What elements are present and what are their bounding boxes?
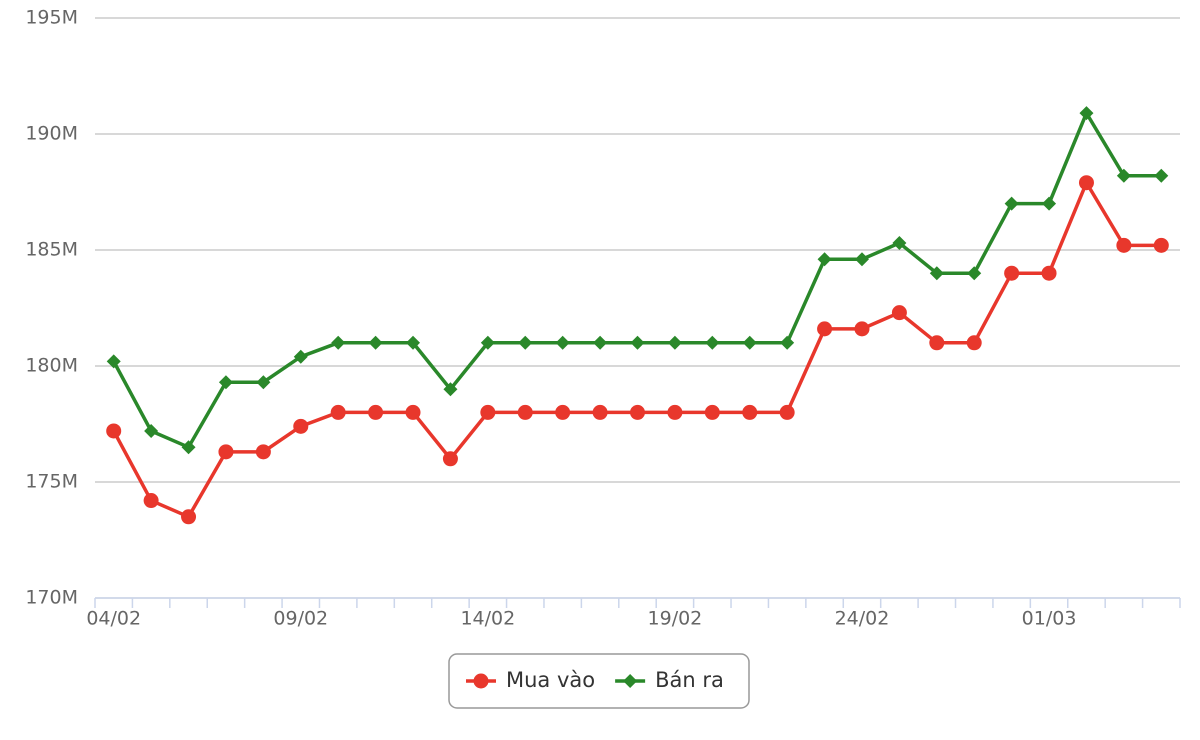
legend-label[interactable]: Mua vào <box>506 668 595 692</box>
point <box>1004 196 1019 211</box>
point <box>1116 237 1132 253</box>
point <box>1041 265 1057 281</box>
point <box>929 335 945 351</box>
point <box>293 349 308 364</box>
point <box>480 335 495 350</box>
point <box>966 335 982 351</box>
point <box>218 444 234 460</box>
point <box>106 423 122 439</box>
point <box>480 404 496 420</box>
legend-marker <box>623 674 638 688</box>
point <box>1154 168 1169 183</box>
y-tick-label: 185M <box>25 239 78 261</box>
point <box>929 266 944 281</box>
point <box>143 493 159 509</box>
point <box>1153 237 1169 253</box>
point <box>443 382 458 397</box>
point <box>742 404 758 420</box>
x-tick-label: 01/03 <box>1022 608 1077 630</box>
point <box>442 451 458 467</box>
y-tick-label: 195M <box>25 7 78 29</box>
point <box>1116 168 1131 183</box>
point <box>667 404 683 420</box>
point <box>592 404 608 420</box>
point <box>106 354 121 369</box>
point <box>256 375 271 390</box>
y-tick-label: 175M <box>25 471 78 493</box>
legend-marker <box>473 673 489 689</box>
point <box>892 236 907 251</box>
point <box>780 335 795 350</box>
x-tick-label: 09/02 <box>273 608 328 630</box>
point <box>1078 175 1094 191</box>
y-tick-label: 180M <box>25 355 78 377</box>
x-tick-label: 24/02 <box>835 608 890 630</box>
point <box>517 404 533 420</box>
point <box>967 266 982 281</box>
point <box>406 335 421 350</box>
point <box>181 509 197 525</box>
point <box>854 252 869 267</box>
y-tick-label: 190M <box>25 123 78 145</box>
point <box>817 252 832 267</box>
point <box>368 335 383 350</box>
point <box>742 335 757 350</box>
point <box>405 404 421 420</box>
point <box>330 404 346 420</box>
legend-box <box>448 653 750 709</box>
point <box>293 418 309 434</box>
point <box>518 335 533 350</box>
point <box>1042 196 1057 211</box>
x-tick-label: 04/02 <box>86 608 141 630</box>
point <box>368 404 384 420</box>
point <box>854 321 870 337</box>
point <box>667 335 682 350</box>
point <box>630 335 645 350</box>
point <box>1004 265 1020 281</box>
point <box>181 440 196 455</box>
point <box>704 404 720 420</box>
point <box>779 404 795 420</box>
point <box>817 321 833 337</box>
point <box>218 375 233 390</box>
series-line <box>112 109 1162 450</box>
point <box>255 444 271 460</box>
point <box>630 404 645 420</box>
x-tick-label: 19/02 <box>648 608 703 630</box>
x-tick-label: 14/02 <box>460 608 515 630</box>
point <box>555 335 570 350</box>
point <box>1079 106 1094 121</box>
point <box>593 335 608 350</box>
point <box>891 305 907 321</box>
point <box>331 335 346 350</box>
point <box>144 423 159 438</box>
legend-label[interactable]: Bán ra <box>655 668 724 692</box>
point <box>705 335 720 350</box>
point <box>555 404 571 420</box>
y-tick-label: 170M <box>25 587 78 609</box>
